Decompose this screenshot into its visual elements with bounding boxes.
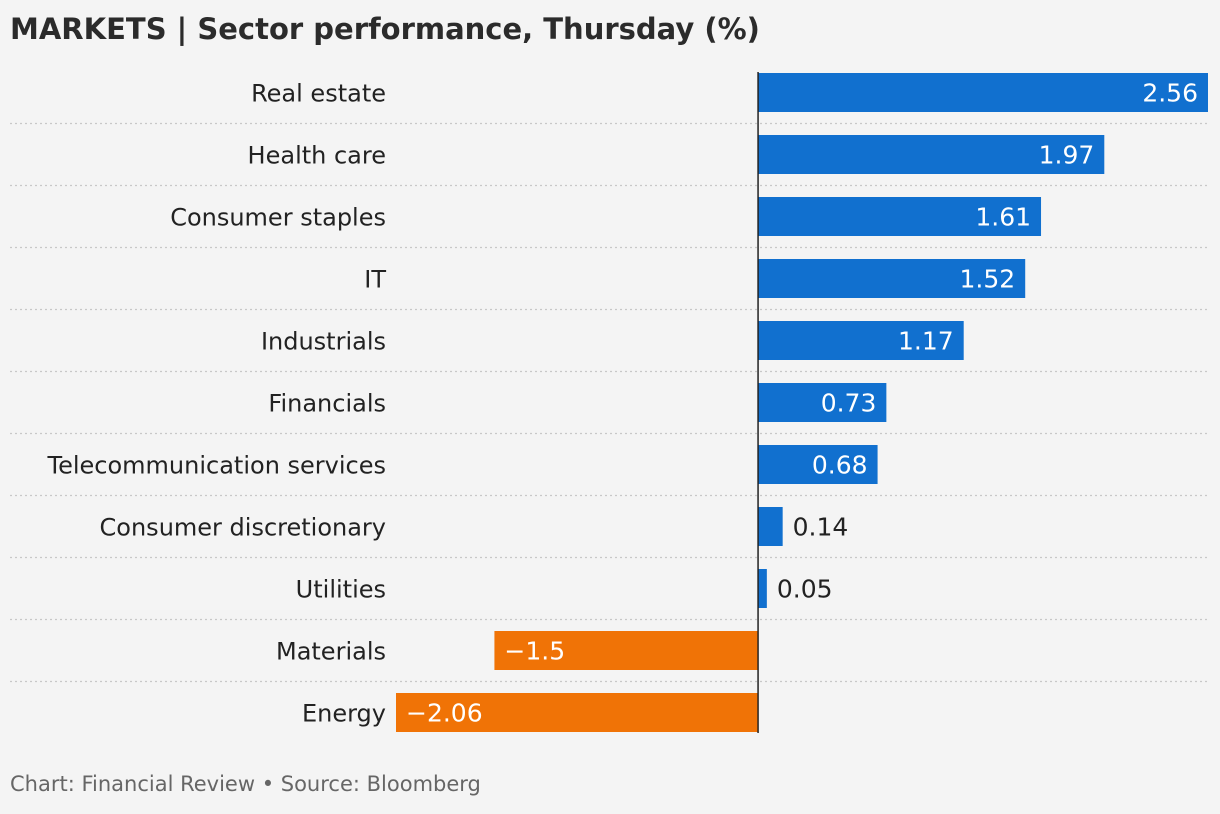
bar bbox=[758, 507, 783, 546]
value-label: 0.68 bbox=[812, 451, 868, 480]
chart-title: MARKETS | Sector performance, Thursday (… bbox=[10, 12, 760, 46]
category-label: Industrials bbox=[261, 328, 386, 356]
value-label: 1.97 bbox=[1039, 141, 1095, 170]
bar bbox=[758, 321, 964, 360]
bar bbox=[758, 197, 1042, 236]
value-label: −1.5 bbox=[504, 637, 565, 666]
value-label: 0.73 bbox=[821, 389, 877, 418]
value-label: 0.14 bbox=[793, 513, 849, 542]
category-label: Energy bbox=[302, 700, 386, 728]
bar bbox=[396, 693, 759, 732]
bar bbox=[758, 569, 767, 608]
value-label: 1.17 bbox=[898, 327, 954, 356]
bar bbox=[758, 383, 887, 422]
category-label: Real estate bbox=[251, 80, 386, 108]
bar bbox=[758, 445, 878, 484]
value-label: 1.52 bbox=[960, 265, 1016, 294]
category-label: Utilities bbox=[296, 576, 386, 604]
category-label: Health care bbox=[248, 142, 386, 170]
value-label: 1.61 bbox=[975, 203, 1031, 232]
bar bbox=[758, 259, 1026, 298]
category-label: Consumer staples bbox=[170, 204, 386, 232]
bar bbox=[758, 135, 1105, 174]
value-label: −2.06 bbox=[406, 699, 483, 728]
source-credit: Chart: Financial Review • Source: Bloomb… bbox=[10, 772, 481, 796]
bar bbox=[758, 73, 1208, 112]
category-label: IT bbox=[364, 266, 386, 294]
category-label: Telecommunication services bbox=[47, 452, 386, 480]
category-label: Financials bbox=[268, 390, 386, 418]
value-label: 2.56 bbox=[1142, 79, 1198, 108]
value-label: 0.05 bbox=[777, 575, 833, 604]
category-label: Materials bbox=[276, 638, 386, 666]
category-label: Consumer discretionary bbox=[100, 514, 386, 542]
bar bbox=[494, 631, 759, 670]
